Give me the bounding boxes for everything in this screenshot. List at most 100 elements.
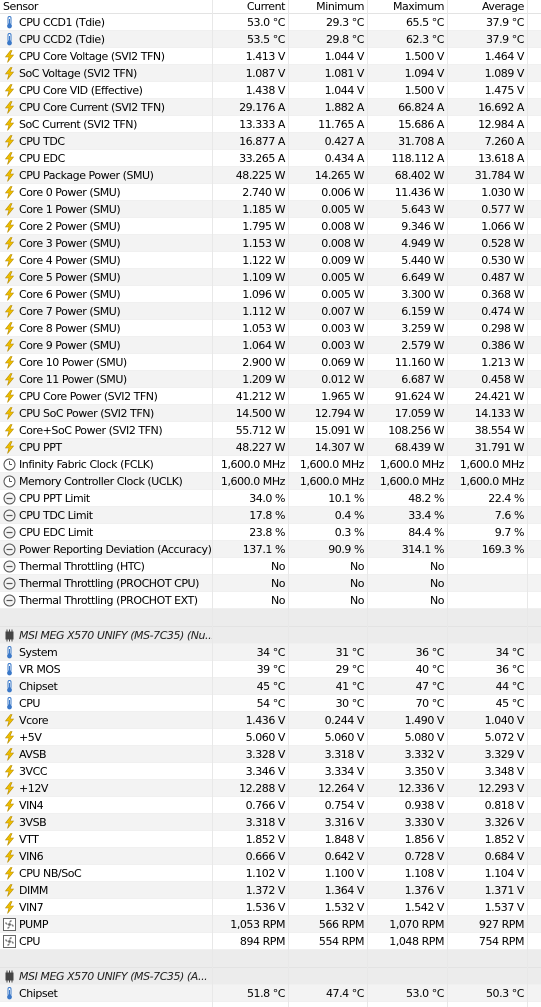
sensor-maximum: 15.686 A: [398, 118, 444, 131]
column-header-current[interactable]: Current: [246, 0, 286, 13]
sensor-average: [447, 592, 527, 608]
sensor-row[interactable]: AVSB 3.328 V 3.318 V 3.332 V 3.329 V: [0, 746, 541, 763]
sensor-row[interactable]: System 34 °C 31 °C 36 °C 34 °C: [0, 644, 541, 661]
sensor-row[interactable]: Infinity Fabric Clock (FCLK) 1,600.0 MHz 1…: [0, 456, 541, 473]
column-header-minimum[interactable]: Minimum: [316, 0, 364, 13]
sensor-name: +12V: [19, 782, 48, 795]
sensor-row[interactable]: CPU PPT 48.227 W 14.307 W 68.439 W 31.791 W: [0, 439, 541, 456]
sensor-minimum: 12.264 V: [318, 782, 364, 795]
sensor-row[interactable]: Power Reporting Deviation (Accuracy) 137.…: [0, 541, 541, 558]
sensor-row[interactable]: Thermal Throttling (PROCHOT EXT) No No No: [0, 592, 541, 609]
sensor-row[interactable]: PUMP 1,053 RPM 566 RPM 1,070 RPM 927 RPM: [0, 916, 541, 933]
sensor-row[interactable]: CPU TDC 16.877 A 0.427 A 31.708 A 7.260 A: [0, 133, 541, 150]
thermometer-icon: [3, 697, 16, 710]
sensor-row[interactable]: Core 8 Power (SMU) 1.053 W 0.003 W 3.259 W 0…: [0, 320, 541, 337]
sensor-row[interactable]: DIMM 1.372 V 1.364 V 1.376 V 1.371 V: [0, 882, 541, 899]
sensor-row[interactable]: Thermal Throttling (HTC) No No No: [0, 558, 541, 575]
sensor-name: Core 3 Power (SMU): [19, 237, 121, 250]
sensor-row[interactable]: CPU CCD1 (Tdie) 53.0 °C 29.3 °C 65.5 °C 37.9…: [0, 14, 541, 31]
column-header-average[interactable]: Average: [481, 0, 524, 13]
sensor-current: 3.328 V: [245, 748, 286, 761]
lightning-icon: [3, 254, 16, 267]
sensor-minimum: 1.848 V: [324, 833, 365, 846]
sensor-row[interactable]: +12V 12.288 V 12.264 V 12.336 V 12.293 V: [0, 780, 541, 797]
sensor-row[interactable]: Core 0 Power (SMU) 2.740 W 0.006 W 11.436 W…: [0, 184, 541, 201]
sensor-row[interactable]: CPU Core VID (Effective) 1.438 V 1.044 V 1.…: [0, 82, 541, 99]
column-header-sensor[interactable]: Sensor: [3, 0, 39, 13]
sensor-maximum: 0.938 V: [404, 799, 445, 812]
sensor-row[interactable]: CPU PPT Limit 34.0 % 10.1 % 48.2 % 22.4 %: [0, 490, 541, 507]
sensor-row[interactable]: CPU SoC Power (SVI2 TFN) 14.500 W 12.794 W…: [0, 405, 541, 422]
sensor-row[interactable]: Core 6 Power (SMU) 1.096 W 0.005 W 3.300 W 0…: [0, 286, 541, 303]
group-header[interactable]: MSI MEG X570 UNIFY (MS-7C35) (Nu...: [0, 627, 541, 644]
sensor-average: 50.3 °C: [485, 987, 524, 1000]
sensor-row[interactable]: 3VSB 3.318 V 3.316 V 3.330 V 3.326 V: [0, 814, 541, 831]
sensor-row[interactable]: Core 5 Power (SMU) 1.109 W 0.005 W 6.649 W 0…: [0, 269, 541, 286]
sensor-name: CPU Core Voltage (SVI2 TFN): [19, 50, 165, 63]
sensor-row[interactable]: VIN7 1.536 V 1.532 V 1.542 V 1.537 V: [0, 899, 541, 916]
sensor-minimum: 14.307 W: [314, 441, 365, 454]
sensor-row[interactable]: Core 7 Power (SMU) 1.112 W 0.007 W 6.159 W 0…: [0, 303, 541, 320]
sensor-average: 0.528 W: [481, 237, 524, 250]
sensor-row[interactable]: Vcore 1.436 V 0.244 V 1.490 V 1.040 V: [0, 712, 541, 729]
sensor-maximum: 2.579 W: [401, 339, 444, 352]
sensor-row[interactable]: 3VCC 3.346 V 3.334 V 3.350 V 3.348 V: [0, 763, 541, 780]
sensor-average: 31.791 W: [474, 441, 525, 454]
sensor-row[interactable]: CPU CCD2 (Tdie) 53.5 °C 29.8 °C 62.3 °C 37.9…: [0, 31, 541, 48]
sensor-name: CPU CCD2 (Tdie): [19, 33, 105, 46]
sensor-row[interactable]: Core+SoC Power (SVI2 TFN) 55.712 W 15.091 …: [0, 422, 541, 439]
sensor-maximum: 84.4 %: [408, 526, 444, 539]
sensor-maximum: 118.112 A: [391, 152, 445, 165]
sensor-maximum: 4.949 W: [401, 237, 444, 250]
lightning-icon: [3, 884, 16, 897]
sensor-row[interactable]: CPU EDC 33.265 A 0.434 A 118.112 A 13.618 A: [0, 150, 541, 167]
sensor-row[interactable]: CPU Package Power (SMU) 48.225 W 14.265 W 6…: [0, 167, 541, 184]
sensor-maximum: No: [429, 560, 445, 573]
sensor-row[interactable]: CPU Core Voltage (SVI2 TFN) 1.413 V 1.044 …: [0, 48, 541, 65]
sensor-row[interactable]: VIN6 0.666 V 0.642 V 0.728 V 0.684 V: [0, 848, 541, 865]
sensor-row[interactable]: Core 9 Power (SMU) 1.064 W 0.003 W 2.579 W 0…: [0, 337, 541, 354]
sensor-row[interactable]: CPU EDC Limit 23.8 % 0.3 % 84.4 % 9.7 %: [0, 524, 541, 541]
sensor-row[interactable]: CPU Core Current (SVI2 TFN) 29.176 A 1.882…: [0, 99, 541, 116]
sensor-row[interactable]: Core 10 Power (SMU) 2.900 W 0.069 W 11.160 …: [0, 354, 541, 371]
lightning-icon: [3, 305, 16, 318]
sensor-maximum: 68.439 W: [394, 441, 445, 454]
lightning-icon: [3, 135, 16, 148]
sensor-row[interactable]: CPU NB/SoC 1.102 V 1.100 V 1.108 V 1.104 V: [0, 865, 541, 882]
sensor-minimum: 10.1 %: [328, 492, 364, 505]
sensor-current: 1.053 W: [242, 322, 285, 335]
sensor-row[interactable]: CPU 54 °C 30 °C 70 °C 45 °C: [0, 695, 541, 712]
sensor-row[interactable]: Memory Controller Clock (UCLK) 1,600.0 MH…: [0, 473, 541, 490]
sensor-current: 34 °C: [256, 646, 286, 659]
sensor-minimum: 0.003 W: [321, 322, 364, 335]
sensor-row[interactable]: +5V 5.060 V 5.060 V 5.080 V 5.072 V: [0, 729, 541, 746]
sensor-average: 34 °C: [495, 646, 525, 659]
sensor-current: 48.225 W: [235, 169, 286, 182]
sensor-row[interactable]: Core 3 Power (SMU) 1.153 W 0.008 W 4.949 W 0…: [0, 235, 541, 252]
sensor-average: 0.386 W: [481, 339, 524, 352]
sensor-row[interactable]: VR MOS 39 °C 29 °C 40 °C 36 °C: [0, 661, 541, 678]
sensor-row[interactable]: CPU TDC Limit 17.8 % 0.4 % 33.4 % 7.6 %: [0, 507, 541, 524]
sensor-row[interactable]: Core 2 Power (SMU) 1.795 W 0.008 W 9.346 W 1…: [0, 218, 541, 235]
column-header-maximum[interactable]: Maximum: [392, 0, 445, 13]
sensor-row[interactable]: SoC Voltage (SVI2 TFN) 1.087 V 1.081 V 1.09…: [0, 65, 541, 82]
sensor-row[interactable]: CPU 894 RPM 554 RPM 1,048 RPM 754 RPM: [0, 933, 541, 950]
sensor-row[interactable]: SoC Current (SVI2 TFN) 13.333 A 11.765 A 15…: [0, 116, 541, 133]
sensor-row[interactable]: Core 11 Power (SMU) 1.209 W 0.012 W 6.687 W…: [0, 371, 541, 388]
sensor-average: 37.9 °C: [485, 16, 524, 29]
sensor-row[interactable]: CPU Core Power (SVI2 TFN) 41.212 W 1.965 W…: [0, 388, 541, 405]
sensor-current: 1.438 V: [245, 84, 286, 97]
sensor-row[interactable]: Chipset 45 °C 41 °C 47 °C 44 °C: [0, 678, 541, 695]
sensor-average: 0.298 W: [481, 322, 524, 335]
sensor-minimum: 0.434 A: [324, 152, 365, 165]
sensor-row[interactable]: VTT 1.852 V 1.848 V 1.856 V 1.852 V: [0, 831, 541, 848]
sensor-row[interactable]: Core 4 Power (SMU) 1.122 W 0.009 W 5.440 W 0…: [0, 252, 541, 269]
sensor-name: CPU Core Current (SVI2 TFN): [19, 101, 165, 114]
sensor-row[interactable]: Chipset 51.8 °C 47.4 °C 53.0 °C 50.3 °C: [0, 985, 541, 1002]
group-header[interactable]: MSI MEG X570 UNIFY (MS-7C35) (A...: [0, 968, 541, 985]
sensor-row[interactable]: Core 1 Power (SMU) 1.185 W 0.005 W 5.643 W 0…: [0, 201, 541, 218]
sensor-row[interactable]: Thermal Throttling (PROCHOT CPU) No No No: [0, 575, 541, 592]
sensor-row[interactable]: VIN4 0.766 V 0.754 V 0.938 V 0.818 V: [0, 797, 541, 814]
chip-icon: [3, 629, 16, 642]
sensor-current: 2.740 W: [242, 186, 285, 199]
